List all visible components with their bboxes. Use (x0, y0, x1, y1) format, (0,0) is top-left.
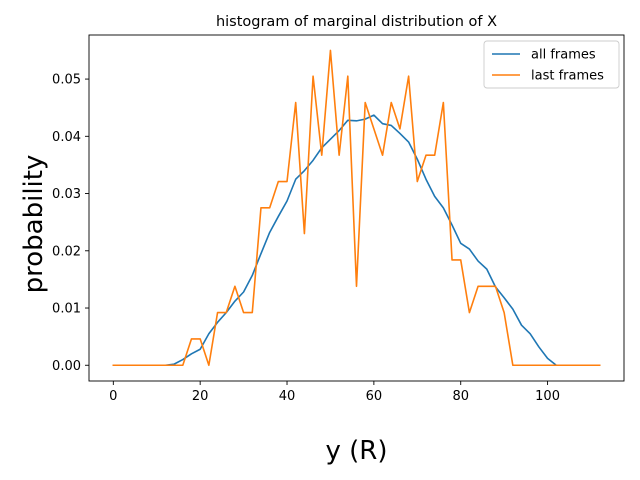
series-line-last-frames (112, 49, 601, 367)
x-tick-label: 100 (535, 389, 560, 404)
plot-frame (88, 34, 625, 382)
x-tick-label: 60 (366, 389, 383, 404)
y-axis-label: probability (19, 155, 49, 294)
y-tick-label: 0.01 (52, 302, 81, 317)
legend-box (483, 40, 620, 89)
legend-label: last frames (531, 69, 604, 84)
x-tick-label: 0 (109, 389, 117, 404)
x-tick-label: 80 (452, 389, 469, 404)
y-tick-label: 0.04 (52, 130, 81, 145)
x-tick-label: 20 (192, 389, 209, 404)
y-axis: 0.00 0.01 0.02 0.03 0.04 0.05 (52, 73, 89, 374)
series-layer (112, 49, 601, 367)
x-axis-label: y (R) (325, 436, 387, 466)
chart-title: histogram of marginal distribution of X (216, 14, 497, 30)
y-tick-label: 0.02 (52, 244, 81, 259)
y-tick-label: 0.05 (52, 73, 81, 88)
series-line-all-frames (112, 114, 601, 367)
x-axis: 0 20 40 60 80 100 (109, 381, 560, 404)
legend: all frames last frames (483, 40, 620, 89)
legend-label: all frames (531, 48, 596, 63)
y-tick-label: 0.03 (52, 187, 81, 202)
y-tick-label: 0.00 (52, 359, 81, 374)
x-tick-label: 40 (279, 389, 296, 404)
